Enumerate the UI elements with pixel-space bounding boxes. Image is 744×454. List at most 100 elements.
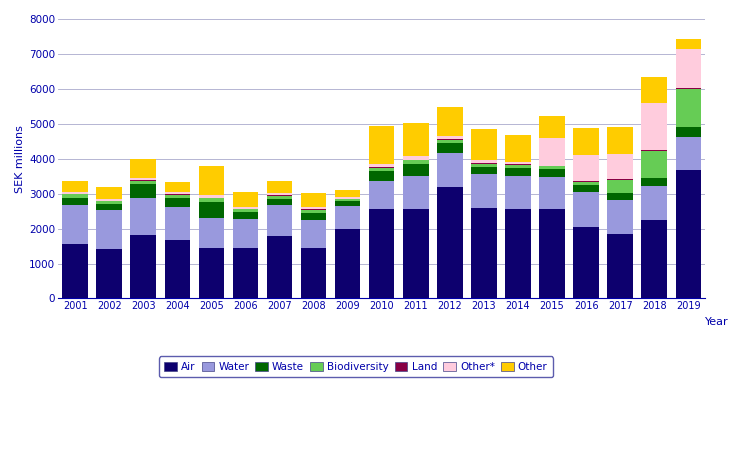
Bar <box>199 202 224 218</box>
Bar <box>130 178 156 180</box>
Bar <box>607 200 633 234</box>
Bar <box>199 218 224 248</box>
Bar <box>164 192 190 194</box>
Bar <box>607 127 633 154</box>
Text: Year: Year <box>705 316 729 326</box>
Bar <box>62 182 88 192</box>
Bar <box>301 248 327 298</box>
Bar <box>233 212 258 219</box>
Bar <box>539 169 565 177</box>
Bar <box>301 210 327 212</box>
Bar <box>403 164 429 176</box>
Bar <box>97 211 122 248</box>
Bar <box>267 205 292 236</box>
Bar <box>437 107 463 136</box>
Bar <box>369 181 394 209</box>
Bar <box>369 171 394 181</box>
Bar <box>471 168 497 174</box>
Bar <box>267 198 292 205</box>
Bar <box>471 207 497 298</box>
Bar <box>403 156 429 160</box>
Bar <box>607 180 633 192</box>
Bar <box>301 220 327 248</box>
Bar <box>130 180 156 181</box>
Bar <box>164 197 190 207</box>
Bar <box>301 193 327 207</box>
Bar <box>539 138 565 166</box>
Bar <box>676 127 701 137</box>
Bar <box>539 177 565 209</box>
Bar <box>97 204 122 211</box>
Bar <box>267 196 292 198</box>
Bar <box>97 188 122 198</box>
Bar <box>335 229 360 298</box>
Bar <box>164 240 190 298</box>
Bar <box>267 193 292 195</box>
Bar <box>437 136 463 139</box>
Bar <box>130 181 156 184</box>
Bar <box>369 168 394 171</box>
Bar <box>607 179 633 180</box>
Bar <box>505 209 530 298</box>
Bar <box>607 192 633 200</box>
Bar <box>62 205 88 244</box>
Bar <box>539 166 565 167</box>
Bar <box>369 164 394 167</box>
Bar <box>164 207 190 240</box>
Bar <box>301 207 327 209</box>
Bar <box>676 49 701 88</box>
Bar <box>437 143 463 153</box>
Bar <box>641 150 667 151</box>
Bar <box>505 164 530 165</box>
Bar <box>335 197 360 198</box>
Bar <box>369 209 394 298</box>
Bar <box>130 235 156 298</box>
Bar <box>97 202 122 204</box>
Bar <box>471 174 497 207</box>
Bar <box>97 248 122 298</box>
Bar <box>539 116 565 138</box>
Bar <box>471 164 497 168</box>
Bar <box>471 163 497 164</box>
Bar <box>335 198 360 199</box>
Bar <box>335 206 360 229</box>
Bar <box>676 170 701 298</box>
Bar <box>676 137 701 170</box>
Bar <box>233 192 258 207</box>
Bar <box>301 212 327 220</box>
Bar <box>164 183 190 192</box>
Bar <box>62 244 88 298</box>
Bar <box>437 153 463 187</box>
Bar <box>403 160 429 164</box>
Bar <box>130 197 156 235</box>
Bar <box>62 192 88 194</box>
Bar <box>539 167 565 169</box>
Bar <box>130 184 156 197</box>
Bar <box>62 194 88 198</box>
Bar <box>199 195 224 197</box>
Bar <box>641 151 667 178</box>
Bar <box>130 159 156 178</box>
Y-axis label: SEK millions: SEK millions <box>15 125 25 192</box>
Bar <box>97 198 122 201</box>
Bar <box>676 88 701 89</box>
Bar <box>471 160 497 163</box>
Bar <box>403 176 429 209</box>
Bar <box>301 209 327 210</box>
Bar <box>505 165 530 168</box>
Bar <box>335 202 360 206</box>
Bar <box>335 199 360 202</box>
Bar <box>539 209 565 298</box>
Bar <box>199 198 224 202</box>
Bar <box>369 126 394 164</box>
Bar <box>505 168 530 176</box>
Bar <box>607 234 633 298</box>
Legend: Air, Water, Waste, Biodiversity, Land, Other*, Other: Air, Water, Waste, Biodiversity, Land, O… <box>159 356 553 377</box>
Bar <box>437 140 463 143</box>
Bar <box>403 123 429 156</box>
Bar <box>164 195 190 197</box>
Bar <box>62 198 88 205</box>
Bar <box>574 192 599 227</box>
Bar <box>335 190 360 197</box>
Bar <box>505 162 530 164</box>
